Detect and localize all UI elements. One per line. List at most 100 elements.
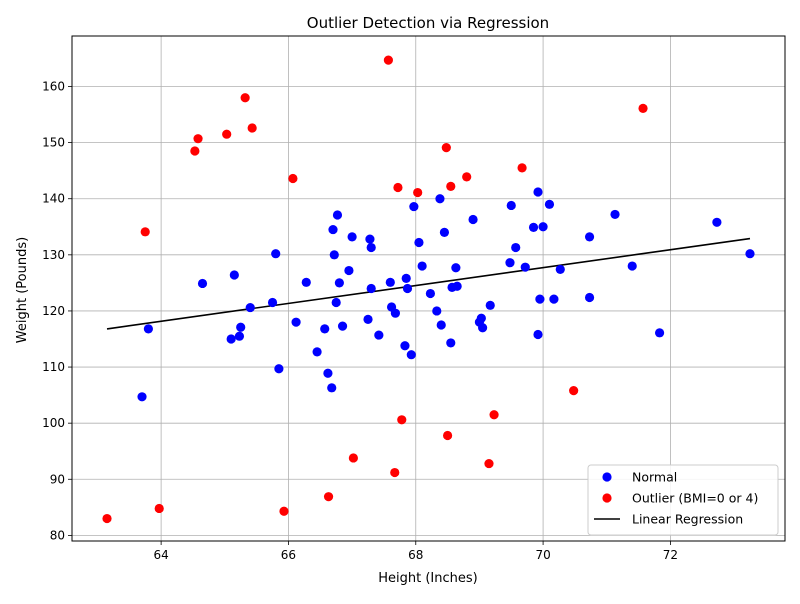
outlier-point	[222, 129, 232, 139]
normal-point	[329, 250, 339, 260]
normal-point	[229, 270, 239, 280]
normal-point	[385, 277, 395, 287]
normal-point	[236, 322, 246, 332]
normal-point	[476, 313, 486, 323]
y-tick-label: 90	[50, 472, 65, 486]
normal-point	[520, 262, 530, 272]
outlier-point	[517, 163, 527, 173]
normal-point	[435, 194, 445, 204]
normal-point	[654, 328, 665, 338]
normal-point	[712, 217, 722, 227]
normal-point	[323, 368, 333, 378]
normal-point	[347, 232, 357, 242]
y-tick-label: 100	[42, 416, 65, 430]
normal-point	[544, 199, 555, 209]
normal-point	[337, 321, 348, 331]
normal-point	[505, 258, 515, 268]
normal-point	[301, 277, 311, 287]
normal-point	[245, 302, 255, 313]
normal-point	[533, 187, 543, 197]
normal-point	[312, 347, 322, 357]
normal-point	[366, 242, 376, 253]
outlier-point	[484, 458, 494, 469]
normal-point	[363, 314, 373, 324]
outlier-point	[413, 187, 423, 198]
y-tick-label: 110	[42, 360, 65, 374]
legend: Normal Outlier (BMI=0 or 4) Linear Regress…	[587, 464, 779, 536]
normal-point	[584, 232, 595, 242]
normal-point	[535, 294, 545, 304]
normal-point	[197, 278, 208, 289]
normal-point	[538, 222, 548, 232]
normal-point	[745, 249, 755, 259]
y-tick-label: 160	[42, 80, 65, 94]
normal-point	[143, 324, 153, 334]
outlier-point	[393, 182, 403, 193]
legend-label: Linear Regression	[632, 512, 743, 527]
regression-line	[106, 237, 751, 330]
normal-point	[374, 330, 384, 340]
normal-point	[271, 249, 281, 259]
normal-point	[451, 263, 461, 273]
x-tick-label: 72	[663, 548, 678, 562]
legend-box	[587, 464, 779, 536]
normal-point	[468, 214, 478, 225]
normal-point	[234, 331, 245, 341]
legend-marker	[602, 472, 612, 482]
normal-point	[137, 392, 147, 402]
y-tick-label: 120	[42, 304, 65, 318]
outlier-point	[441, 143, 451, 153]
normal-point	[291, 317, 301, 327]
chart-title: Outlier Detection via Regression	[307, 14, 549, 32]
normal-point	[425, 288, 436, 299]
normal-point	[555, 264, 565, 275]
outlier-point	[247, 123, 257, 133]
outlier-point	[240, 93, 250, 103]
normal-point	[365, 234, 375, 244]
normal-point	[584, 292, 595, 303]
normal-point	[528, 222, 539, 232]
x-tick-label: 70	[535, 548, 550, 562]
normal-point	[267, 297, 278, 308]
points-layer	[102, 55, 755, 524]
normal-point	[327, 383, 337, 393]
normal-point	[332, 210, 343, 220]
y-tick-label: 140	[42, 192, 65, 206]
legend-label: Outlier (BMI=0 or 4)	[632, 491, 758, 506]
x-tick-label: 64	[153, 548, 168, 562]
grid	[72, 36, 785, 541]
outlier-point	[348, 453, 358, 463]
normal-point	[401, 273, 411, 283]
normal-point	[334, 278, 344, 288]
normal-point	[485, 300, 495, 310]
outlier-point	[154, 503, 164, 514]
outlier-point	[446, 181, 456, 191]
normal-point	[533, 329, 543, 340]
normal-point	[409, 201, 419, 212]
outlier-point	[462, 172, 472, 182]
normal-point	[439, 227, 450, 237]
outlier-point	[442, 430, 453, 441]
normal-point	[344, 265, 354, 276]
normal-point	[452, 281, 462, 291]
outlier-point	[102, 513, 112, 524]
normal-point	[402, 283, 413, 294]
x-axis-label: Height (Inches)	[378, 571, 477, 586]
y-tick-label: 150	[42, 136, 65, 150]
outlier-point	[383, 55, 393, 65]
normal-point	[406, 350, 416, 360]
y-tick-label: 80	[50, 528, 65, 542]
outlier-point	[288, 173, 298, 184]
normal-point	[274, 364, 284, 374]
normal-point	[511, 242, 521, 253]
regression-layer	[106, 237, 751, 330]
outlier-point	[190, 146, 200, 156]
outlier-point	[279, 506, 289, 516]
normal-point	[446, 338, 456, 348]
y-axis-label: Weight (Pounds)	[15, 237, 30, 343]
outlier-point	[323, 492, 334, 502]
legend-marker	[602, 493, 612, 503]
normal-point	[436, 320, 446, 330]
